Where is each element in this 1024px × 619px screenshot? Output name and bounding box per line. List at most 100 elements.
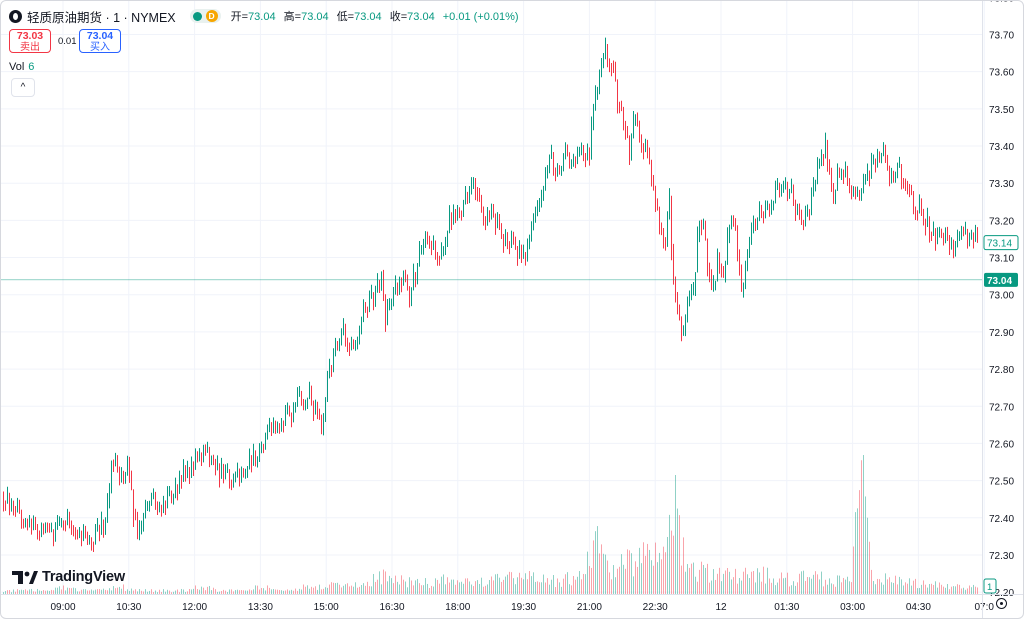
volume-bar (391, 578, 392, 594)
volume-bar (213, 587, 214, 594)
candle-body (649, 156, 650, 164)
candle-body (907, 185, 908, 190)
sell-price: 73.03 (16, 30, 44, 42)
volume-legend[interactable]: Vol 6 (9, 61, 34, 73)
volume-bar (223, 589, 224, 594)
candle-body (397, 282, 398, 287)
candle-body (565, 150, 566, 159)
volume-bar (585, 574, 586, 594)
candle-body (301, 394, 302, 400)
candle-body (193, 462, 194, 469)
candle-body (601, 63, 602, 74)
volume-bar (599, 553, 600, 594)
volume-bar (701, 561, 702, 594)
candle-body (617, 81, 618, 106)
candle-body (319, 414, 320, 417)
candle-body (353, 343, 354, 345)
candle-body (407, 280, 408, 288)
volume-bar (719, 567, 720, 594)
candle-body (785, 183, 786, 187)
volume-bar (879, 579, 880, 594)
candle-body (441, 249, 442, 258)
volume-bar (239, 590, 240, 594)
volume-bar (457, 580, 458, 594)
volume-bar (875, 584, 876, 594)
candle-body (349, 343, 350, 348)
indicator-label: 73.14 (987, 239, 1012, 250)
candle-body (147, 503, 148, 505)
settings-gear-icon[interactable] (996, 598, 1007, 609)
volume-bar (373, 573, 374, 594)
candle-body (355, 342, 356, 345)
volume-bar (305, 586, 306, 594)
symbol-title[interactable]: 轻质原油期货 · 1 · NYMEX (27, 10, 176, 25)
volume-bar (887, 579, 888, 594)
volume-bar (421, 585, 422, 594)
volume-bar (453, 579, 454, 594)
volume-bar (387, 581, 388, 594)
candle-body (849, 180, 850, 187)
candle-body (369, 298, 370, 311)
candle-body (889, 166, 890, 178)
volume-bar (771, 582, 772, 594)
y-tick-label: 73.20 (989, 216, 1014, 227)
candle-body (449, 213, 450, 233)
volume-bar (685, 571, 686, 594)
buy-button[interactable]: 73.04 买入 (79, 29, 121, 53)
tradingview-logo[interactable]: TradingView (12, 569, 125, 585)
volume-bar (359, 586, 360, 594)
candle-body (589, 150, 590, 160)
candle-body (419, 250, 420, 267)
volume-bar (793, 581, 794, 594)
market-status-pill[interactable]: D (189, 9, 221, 23)
volume-bar (677, 508, 678, 594)
candle-body (197, 456, 198, 459)
sell-button[interactable]: 73.03 卖出 (9, 29, 51, 53)
volume-bar (425, 578, 426, 594)
candle-body (953, 242, 954, 253)
candle-body (481, 201, 482, 211)
chevron-up-icon[interactable]: ^ (11, 78, 35, 97)
volume-bar (691, 563, 692, 594)
volume-bar (609, 572, 610, 594)
candle-body (423, 243, 424, 250)
candle-body (781, 189, 782, 193)
volume-bar (665, 552, 666, 594)
volume-bar (611, 579, 612, 594)
volume-bar (977, 587, 978, 594)
volume-bar (285, 590, 286, 594)
volume-bar (863, 455, 864, 594)
volume-bar (417, 578, 418, 594)
candle-body (851, 186, 852, 192)
volume-bar (689, 567, 690, 594)
candle-body (213, 460, 214, 462)
candle-body (975, 233, 976, 242)
candle-body (681, 319, 682, 335)
candle-body (485, 220, 486, 225)
volume-bar (99, 589, 100, 594)
volume-bar (865, 496, 866, 594)
candle-body (545, 171, 546, 187)
candle-body (41, 528, 42, 534)
volume-bar (785, 577, 786, 594)
x-tick-label: 19:30 (511, 602, 536, 613)
volume-bar (361, 584, 362, 594)
candle-body (73, 528, 74, 531)
candle-body (133, 489, 134, 518)
volume-bar (321, 589, 322, 594)
volume-bar (877, 578, 878, 594)
candle-body (651, 163, 652, 182)
candle-body (767, 205, 768, 207)
volume-bar (533, 572, 534, 594)
volume-bar (735, 568, 736, 594)
last-price-label: 73.04 (987, 276, 1012, 287)
last-price-badge (984, 272, 1018, 287)
candle-body (323, 413, 324, 427)
candle-body (271, 426, 272, 432)
candle-body (439, 256, 440, 258)
candle-body (671, 196, 672, 252)
volume-bar (173, 591, 174, 594)
volume-bar (957, 584, 958, 594)
candle-body (779, 187, 780, 193)
